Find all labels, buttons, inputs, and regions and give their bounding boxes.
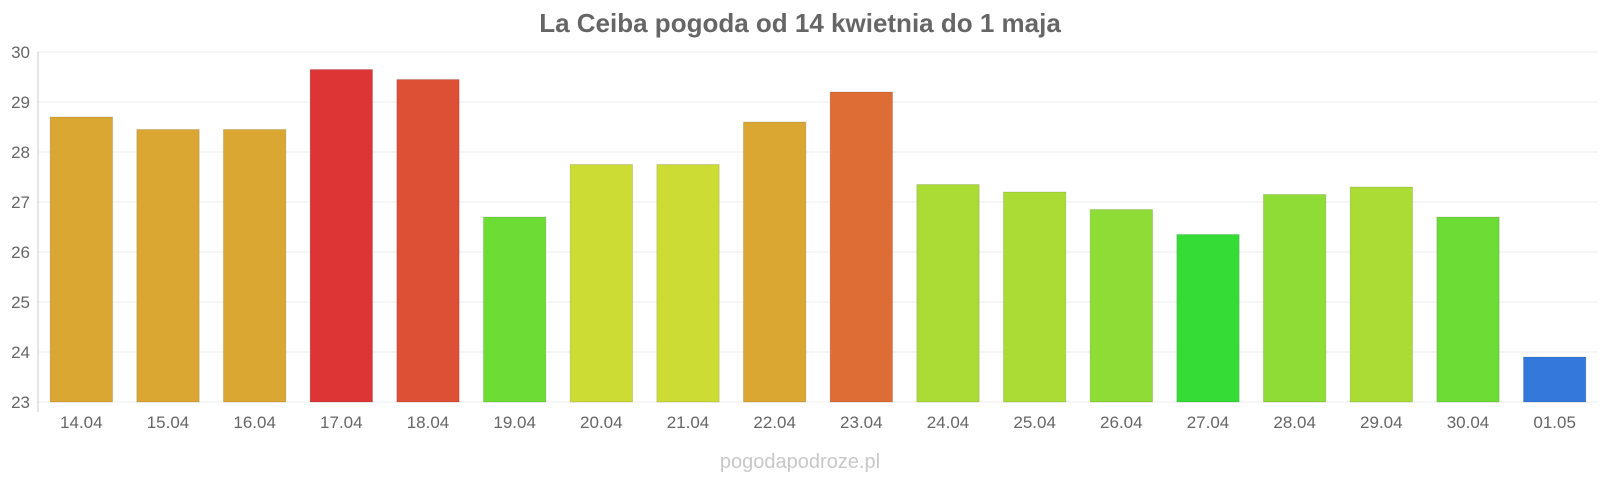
bar-01.05 <box>1522 356 1587 403</box>
x-tick-label: 21.04 <box>667 413 710 432</box>
bar-27.04 <box>1176 234 1240 403</box>
x-tick-label: 22.04 <box>753 413 796 432</box>
x-tick-label: 16.04 <box>233 413 276 432</box>
bar-19.04 <box>482 216 547 403</box>
y-tick-label: 30 <box>11 43 30 62</box>
y-tick-label: 27 <box>11 193 30 212</box>
x-tick-label: 28.04 <box>1273 413 1316 432</box>
x-tick-label: 20.04 <box>580 413 623 432</box>
bar-24.04 <box>916 184 980 403</box>
x-tick-label: 17.04 <box>320 413 363 432</box>
x-tick-label: 30.04 <box>1447 413 1490 432</box>
bar-20.04 <box>569 164 634 403</box>
x-tick-label: 25.04 <box>1013 413 1056 432</box>
x-tick-label: 23.04 <box>840 413 883 432</box>
bar-22.04 <box>742 121 807 403</box>
bar-15.04 <box>136 129 200 403</box>
y-tick-label: 24 <box>11 343 30 362</box>
bar-21.04 <box>656 164 720 403</box>
x-axis-ticks: 14.04 15.04 16.04 17.04 18.04 19.04 20.04 21.04… <box>60 413 1576 432</box>
y-tick-label: 25 <box>11 293 30 312</box>
y-axis-ticks: 23 24 25 26 27 28 29 30 <box>11 43 30 412</box>
grid-lines <box>38 51 1598 403</box>
y-tick-label: 29 <box>11 93 30 112</box>
watermark: pogodapodroze.pl <box>720 451 880 473</box>
bar-18.04 <box>396 79 460 403</box>
x-tick-label: 24.04 <box>927 413 970 432</box>
x-tick-label: 14.04 <box>60 413 103 432</box>
x-tick-label: 18.04 <box>407 413 450 432</box>
x-tick-label: 26.04 <box>1100 413 1143 432</box>
x-tick-label: 29.04 <box>1360 413 1403 432</box>
bar-26.04 <box>1089 209 1154 403</box>
bar-30.04 <box>1436 216 1500 403</box>
bar-17.04 <box>309 69 374 403</box>
bar-23.04 <box>829 91 894 403</box>
x-tick-label: 01.05 <box>1533 413 1576 432</box>
y-tick-label: 23 <box>11 393 30 412</box>
bars <box>49 69 1587 403</box>
y-tick-label: 26 <box>11 243 30 262</box>
bar-16.04 <box>222 129 287 403</box>
y-tick-label: 28 <box>11 143 30 162</box>
x-tick-label: 15.04 <box>147 413 190 432</box>
bar-25.04 <box>1002 191 1067 403</box>
bar-29.04 <box>1349 186 1414 403</box>
bar-28.04 <box>1262 194 1327 403</box>
bar-14.04 <box>49 116 114 403</box>
x-tick-label: 27.04 <box>1187 413 1230 432</box>
x-tick-label: 19.04 <box>493 413 536 432</box>
chart-title: La Ceiba pogoda od 14 kwietnia do 1 maja <box>539 8 1061 38</box>
